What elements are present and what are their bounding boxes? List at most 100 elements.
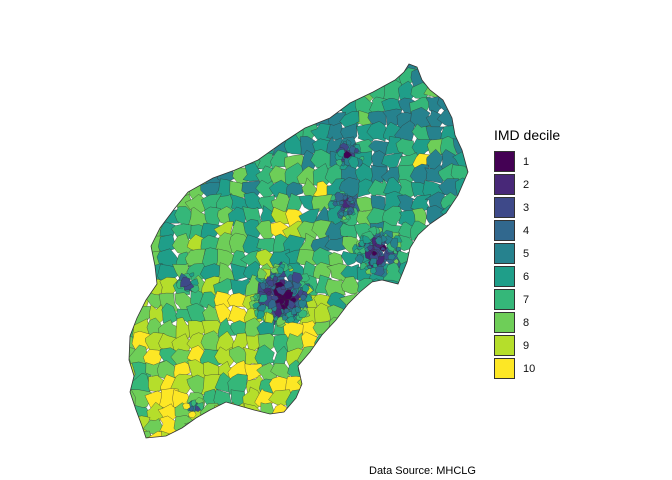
lsoa-area	[147, 66, 163, 88]
legend-swatch-5	[494, 243, 515, 264]
lsoa-area	[455, 359, 468, 382]
legend-swatch-10	[494, 358, 515, 379]
lsoa-area	[426, 386, 445, 406]
lsoa-area-urban	[337, 149, 346, 158]
lsoa-area	[287, 81, 305, 98]
lsoa-area	[467, 388, 468, 409]
lsoa-area	[129, 225, 151, 240]
lsoa-area	[439, 232, 459, 256]
lsoa-area-urban	[335, 159, 343, 167]
lsoa-area	[470, 359, 485, 379]
lsoa-area	[382, 108, 402, 130]
lsoa-area	[367, 388, 389, 409]
lsoa-area	[129, 263, 140, 284]
lsoa-area	[297, 361, 319, 381]
legend-item-7: 7	[494, 288, 560, 311]
lsoa-area	[466, 249, 468, 267]
lsoa-area	[129, 205, 136, 228]
lsoa-area	[437, 274, 459, 298]
lsoa-area	[439, 218, 458, 239]
lsoa-area	[200, 152, 221, 171]
lsoa-area	[198, 414, 221, 438]
lsoa-area	[354, 306, 377, 325]
lsoa-area	[356, 391, 375, 410]
lsoa-area	[408, 292, 430, 310]
lsoa-area-urban	[347, 210, 353, 216]
lsoa-area	[199, 108, 224, 127]
lsoa-area	[143, 95, 167, 115]
lsoa-area	[354, 372, 377, 394]
lsoa-area	[450, 224, 468, 242]
lsoa-area	[129, 291, 136, 311]
lsoa-area	[424, 302, 447, 326]
legend-swatch-2	[494, 174, 515, 195]
lsoa-area	[338, 432, 362, 438]
lsoa-area	[287, 67, 308, 83]
lsoa-area	[465, 347, 468, 365]
lsoa-area	[130, 64, 152, 74]
lsoa-area-urban	[287, 265, 293, 270]
lsoa-area	[257, 94, 279, 116]
legend-swatch-8	[494, 312, 515, 333]
lsoa-area	[312, 403, 334, 421]
lsoa-area	[440, 346, 457, 369]
lsoa-area	[215, 416, 235, 436]
lsoa-area	[269, 64, 293, 74]
lsoa-area	[313, 374, 334, 392]
lsoa-area	[454, 233, 468, 257]
lsoa-area	[271, 414, 292, 435]
lsoa-area	[326, 387, 347, 409]
lsoa-area	[314, 333, 333, 354]
lsoa-area	[452, 378, 468, 396]
lsoa-area	[174, 66, 196, 89]
lsoa-area	[465, 123, 468, 141]
lsoa-area	[310, 94, 333, 114]
lsoa-area	[186, 109, 209, 130]
lsoa-area	[129, 302, 138, 327]
lsoa-area	[382, 403, 405, 424]
lsoa-area	[425, 109, 448, 130]
lsoa-area	[466, 148, 468, 174]
lsoa-area	[129, 190, 140, 215]
lsoa-area	[201, 429, 220, 438]
lsoa-area	[131, 66, 152, 89]
lsoa-area	[213, 64, 233, 73]
lsoa-area	[450, 318, 468, 339]
lsoa-area	[414, 335, 434, 352]
lsoa-area	[327, 401, 350, 423]
lsoa-area	[287, 419, 307, 438]
lsoa-area	[144, 150, 164, 170]
lsoa-area	[471, 405, 487, 422]
legend-label-3: 3	[523, 201, 530, 214]
lsoa-area	[199, 81, 222, 103]
lsoa-area	[466, 95, 468, 117]
legend-swatch-9	[494, 335, 515, 356]
lsoa-area	[354, 294, 376, 313]
legend-label-2: 2	[523, 178, 530, 191]
lsoa-area	[129, 79, 138, 101]
lsoa-area-urban	[269, 267, 279, 274]
lsoa-area	[260, 205, 277, 224]
lsoa-area	[129, 261, 151, 285]
lsoa-area-urban	[298, 299, 307, 309]
lsoa-area	[324, 278, 346, 298]
lsoa-area	[424, 65, 445, 90]
lsoa-area	[129, 165, 138, 187]
lsoa-area	[439, 304, 461, 325]
lsoa-area	[226, 431, 250, 438]
lsoa-area	[148, 375, 165, 392]
lsoa-area	[368, 430, 389, 438]
lsoa-area	[395, 306, 416, 326]
lsoa-area	[327, 82, 345, 101]
lsoa-area	[187, 68, 208, 90]
lsoa-area	[255, 123, 278, 143]
lsoa-area-urban	[274, 308, 283, 318]
lsoa-area	[410, 305, 433, 327]
lsoa-area	[381, 152, 404, 173]
legend-swatch-6	[494, 266, 515, 287]
lsoa-area	[312, 347, 332, 369]
lsoa-area	[231, 64, 250, 76]
lsoa-area-urban	[372, 262, 378, 268]
lsoa-area	[452, 96, 468, 115]
lsoa-area	[453, 302, 468, 328]
